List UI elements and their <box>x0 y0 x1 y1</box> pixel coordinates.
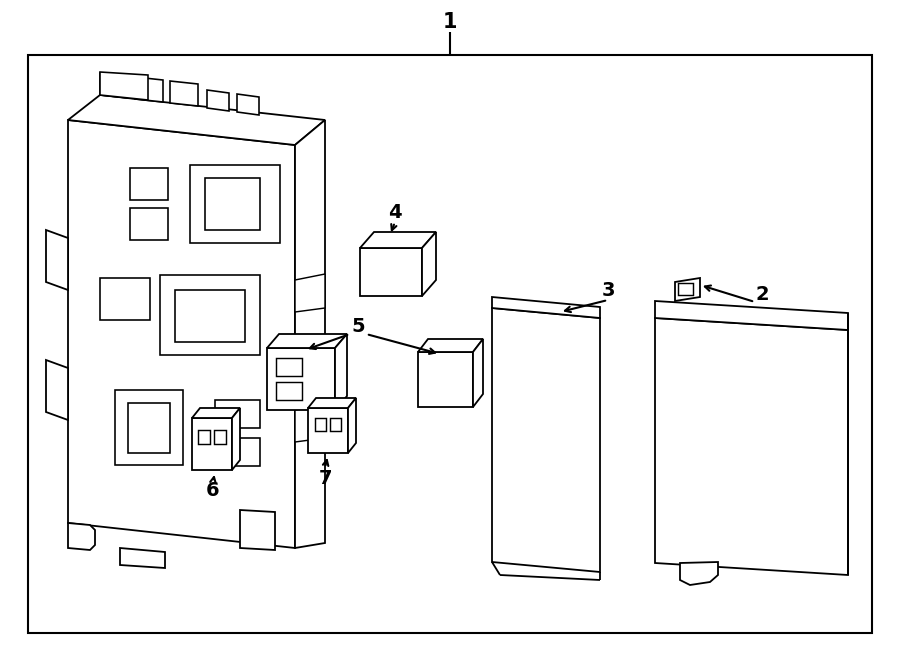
Polygon shape <box>655 301 848 330</box>
Polygon shape <box>675 278 700 301</box>
Polygon shape <box>295 339 325 377</box>
Text: 5: 5 <box>351 317 364 336</box>
Bar <box>100 278 150 320</box>
Bar <box>678 283 693 295</box>
Bar <box>267 348 335 410</box>
Bar <box>128 403 170 453</box>
Bar <box>175 290 245 342</box>
Bar <box>28 55 872 633</box>
Bar <box>115 390 183 465</box>
Text: 4: 4 <box>388 204 401 223</box>
Bar <box>205 178 260 230</box>
Bar <box>160 275 260 355</box>
Bar <box>308 408 348 453</box>
Polygon shape <box>295 404 325 442</box>
Bar <box>215 400 260 428</box>
Text: 1: 1 <box>443 12 457 32</box>
Polygon shape <box>308 398 356 408</box>
Polygon shape <box>68 120 295 548</box>
Text: 2: 2 <box>755 286 769 305</box>
Text: 3: 3 <box>601 280 615 299</box>
Polygon shape <box>192 408 240 418</box>
Polygon shape <box>68 523 95 550</box>
Polygon shape <box>473 339 483 407</box>
Polygon shape <box>100 72 148 100</box>
Bar <box>192 418 232 470</box>
Polygon shape <box>360 232 436 248</box>
Polygon shape <box>237 94 259 115</box>
Polygon shape <box>295 120 325 548</box>
Polygon shape <box>422 232 436 296</box>
Bar <box>190 165 280 243</box>
Polygon shape <box>655 318 848 575</box>
Bar <box>215 438 260 466</box>
Polygon shape <box>418 339 483 352</box>
Polygon shape <box>68 95 325 145</box>
Text: 6: 6 <box>206 481 220 500</box>
Bar <box>276 358 302 376</box>
Bar <box>130 208 168 240</box>
Bar <box>418 352 473 407</box>
Bar <box>315 418 326 431</box>
Polygon shape <box>46 230 68 290</box>
Polygon shape <box>240 510 275 550</box>
Polygon shape <box>120 548 165 568</box>
Polygon shape <box>492 297 600 318</box>
Bar <box>214 430 226 444</box>
Bar <box>130 168 168 200</box>
Polygon shape <box>100 73 128 98</box>
Polygon shape <box>348 398 356 453</box>
Bar <box>198 430 210 444</box>
Polygon shape <box>335 334 347 410</box>
Polygon shape <box>170 81 198 106</box>
Polygon shape <box>135 77 163 102</box>
Polygon shape <box>295 274 325 312</box>
Polygon shape <box>232 408 240 470</box>
Bar <box>330 418 341 431</box>
Bar <box>276 382 302 400</box>
Polygon shape <box>492 308 600 572</box>
Polygon shape <box>267 334 347 348</box>
Bar <box>360 248 422 296</box>
Polygon shape <box>207 90 229 111</box>
Text: 7: 7 <box>319 469 332 488</box>
Polygon shape <box>46 360 68 420</box>
Polygon shape <box>680 562 718 585</box>
